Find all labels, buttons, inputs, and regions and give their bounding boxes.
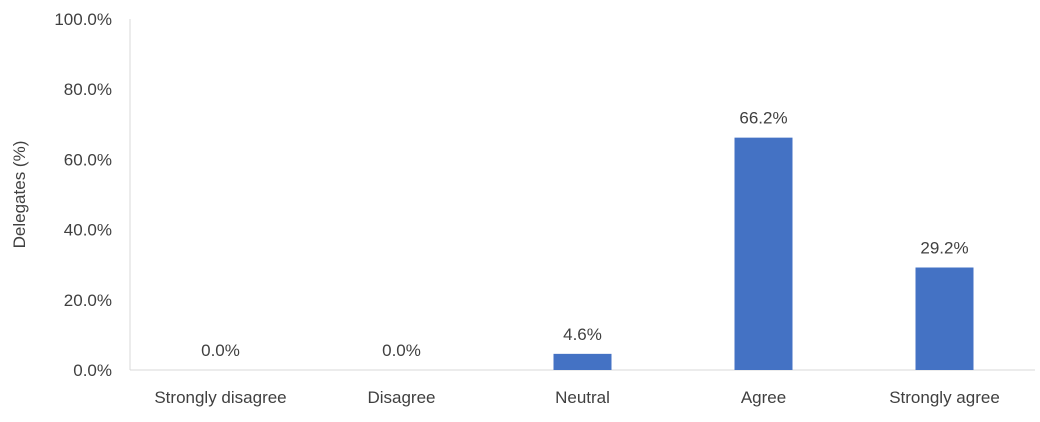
x-tick-label: Disagree <box>367 388 435 407</box>
bar-agree <box>734 137 793 370</box>
x-tick-labels: Strongly disagree Disagree Neutral Agree Str… <box>154 388 999 407</box>
data-label: 4.6% <box>563 325 602 344</box>
bar-neutral <box>553 353 612 370</box>
y-tick-label: 0.0% <box>73 361 112 380</box>
y-tick-label: 40.0% <box>64 221 112 240</box>
data-labels: 0.0% 0.0% 4.6% 66.2% 29.2% <box>201 109 968 360</box>
y-tick-label: 60.0% <box>64 150 112 169</box>
data-label: 0.0% <box>201 341 240 360</box>
x-tick-label: Neutral <box>555 388 610 407</box>
y-tick-label: 20.0% <box>64 291 112 310</box>
y-axis-title-group: Delegates (%) <box>10 141 29 249</box>
y-tick-label: 80.0% <box>64 80 112 99</box>
x-tick-label: Strongly disagree <box>154 388 286 407</box>
x-tick-label: Strongly agree <box>889 388 1000 407</box>
y-tick-label: 100.0% <box>54 10 112 29</box>
data-label: 66.2% <box>739 109 787 128</box>
bars <box>553 137 974 370</box>
y-axis-title: Delegates (%) <box>10 141 29 249</box>
axes <box>129 19 1035 371</box>
data-label: 29.2% <box>920 239 968 258</box>
y-tick-labels: 0.0% 20.0% 40.0% 60.0% 80.0% 100.0% <box>54 10 112 380</box>
x-tick-label: Agree <box>741 388 786 407</box>
bar-strongly-agree <box>915 267 974 370</box>
data-label: 0.0% <box>382 341 421 360</box>
